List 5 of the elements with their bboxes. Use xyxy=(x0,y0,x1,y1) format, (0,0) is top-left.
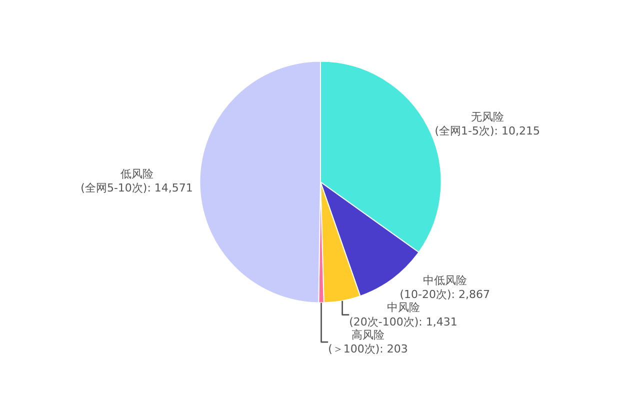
slice-label: 中风险 (20次-100次): 1,431 xyxy=(349,301,458,328)
slice-label: 无风险 (全网1-5次): 10,215 xyxy=(434,110,540,138)
slice-label: 低风险 (全网5-10次): 14,571 xyxy=(80,167,193,195)
slice-label: 中低风险 (10-20次): 2,867 xyxy=(400,274,490,302)
slice-label: 高风险 (＞100次): 203 xyxy=(328,328,408,356)
